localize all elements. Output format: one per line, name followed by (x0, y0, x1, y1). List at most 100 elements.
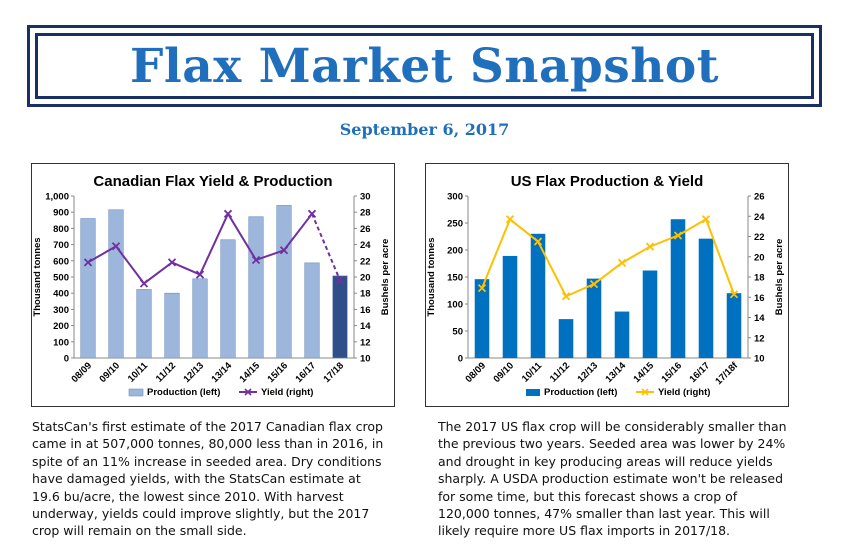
y-tick-label: 200 (53, 321, 69, 332)
production-bar (276, 205, 292, 359)
y2-tick-label: 18 (754, 273, 765, 284)
production-bar (108, 209, 124, 359)
production-bar (136, 289, 152, 359)
y-tick-label: 600 (53, 256, 69, 267)
canadian-commentary: StatsCan's first estimate of the 2017 Ca… (32, 418, 387, 540)
x-tick-label: 11/12 (548, 360, 572, 384)
us-commentary: The 2017 US flax crop will be considerab… (438, 418, 793, 540)
y-tick-label: 0 (64, 354, 69, 365)
report-date: September 6, 2017 (339, 120, 510, 139)
x-tick-label: 13/14 (604, 360, 629, 385)
y-tick-label: 500 (53, 273, 69, 284)
title-banner: Flax Market Snapshot (27, 25, 822, 107)
canadian-commentary-line: came in at 507,000 tonnes, 80,000 less t… (32, 436, 384, 452)
yield-point-marker (83, 258, 93, 267)
y-tick-label: 50 (452, 327, 463, 338)
legend-yield-marker (244, 388, 252, 396)
yield-line-segment (509, 218, 539, 243)
yield-point-marker (701, 215, 711, 224)
y-tick-label: 1,000 (45, 192, 69, 203)
yield-line-segment (649, 234, 679, 248)
yield-point-marker (477, 284, 487, 293)
us-commentary-line: and drought in key producing areas will … (438, 453, 773, 469)
yield-point-marker (645, 242, 655, 251)
us-commentary-line: likely require more US flax imports in 2… (438, 523, 731, 539)
yield-point-marker (195, 270, 205, 279)
x-tick-label: 16/17 (688, 360, 713, 385)
yield-line-segment (115, 245, 145, 285)
x-tick-label: 12/13 (182, 360, 207, 385)
x-tick-label: 16/17 (294, 360, 319, 385)
yield-point-marker (673, 231, 683, 240)
x-tick-label: 17/18 (322, 360, 347, 385)
legend-yield-label: Yield (right) (658, 387, 710, 398)
us-commentary-line: for some time, but this forecast shows a… (438, 488, 738, 504)
yield-point-marker (111, 242, 121, 251)
yield-line-segment (537, 241, 567, 297)
y2-tick-label: 12 (754, 333, 765, 344)
us-flax-chart-svg: US Flax Production & Yield 0 50 100 150 200 25… (426, 173, 785, 398)
y2-tick-label: 20 (754, 252, 765, 263)
y2-tick-label: 22 (754, 232, 765, 243)
production-bar (192, 278, 208, 359)
y-tick-label: 100 (447, 300, 463, 311)
y-tick-label: 400 (53, 289, 69, 300)
y2-axis-title: Bushels per acre (774, 239, 785, 316)
yield-point-marker (617, 258, 627, 267)
yield-point-marker (561, 292, 571, 301)
legend-production-label: Production (left) (147, 387, 220, 398)
y2-tick-label: 24 (360, 240, 371, 251)
x-tick-label: 10/11 (126, 360, 151, 385)
us-commentary-line: The 2017 US flax crop will be considerab… (438, 419, 787, 434)
us-flax-chart: US Flax Production & Yield 0 50 100 150 200 25… (425, 163, 789, 407)
yield-line-segment (143, 261, 173, 285)
yield-point-marker (307, 209, 317, 218)
yield-line-segment (677, 218, 707, 237)
canadian-commentary-line: underway, yields could improve slightly,… (32, 506, 370, 522)
canadian-flax-chart: Canadian Flax Yield & Production 0 100 200 3… (31, 163, 395, 407)
x-tick-label: 15/16 (266, 360, 291, 385)
production-bar (586, 278, 602, 358)
title-banner-inner: Flax Market Snapshot (35, 33, 814, 99)
legend-yield-marker (641, 388, 649, 396)
yield-point-marker (729, 290, 739, 299)
yield-point-marker (251, 255, 261, 265)
legend-production-swatch (128, 388, 144, 397)
x-tick-label: 09/10 (492, 360, 517, 385)
yield-line-segment (593, 262, 623, 285)
production-bar (614, 311, 630, 358)
y2-tick-label: 30 (360, 192, 371, 203)
legend-yield-label: Yield (right) (261, 387, 313, 398)
yield-line-segment (227, 213, 257, 261)
page-title: Flax Market Snapshot (130, 38, 719, 94)
y2-tick-label: 10 (754, 354, 765, 365)
us-commentary-line: sharply. A USDA production estimate won'… (438, 471, 784, 487)
y2-tick-label: 12 (360, 337, 371, 348)
yield-point-marker (505, 215, 515, 224)
production-bar (80, 218, 96, 359)
x-tick-label: 14/15 (632, 360, 657, 385)
yield-point-marker (167, 258, 177, 267)
production-bar (726, 293, 742, 358)
y2-tick-label: 14 (360, 321, 371, 332)
production-bar (670, 219, 686, 358)
yield-line-segment (621, 245, 651, 264)
y2-tick-label: 18 (360, 289, 371, 300)
y-axis-title: Thousand tonnes (426, 237, 437, 316)
production-bar (530, 233, 546, 358)
yield-line-segment (705, 218, 735, 295)
canadian-commentary-line: StatsCan's first estimate of the 2017 Ca… (32, 419, 383, 434)
yield-line-segment (283, 213, 313, 251)
y-tick-label: 100 (53, 337, 69, 348)
x-tick-label: 08/09 (70, 360, 95, 385)
canadian-commentary-line: spite of an 11% increase in seeded area.… (32, 453, 382, 469)
yield-point-marker (589, 279, 599, 289)
y2-tick-label: 10 (360, 354, 371, 365)
yield-line-segment (171, 261, 201, 276)
y2-tick-label: 28 (360, 208, 371, 219)
chart-title: Canadian Flax Yield & Production (93, 173, 332, 190)
y2-tick-label: 22 (360, 256, 371, 267)
production-bar (332, 275, 348, 359)
y-tick-label: 250 (447, 219, 463, 230)
x-tick-label: 15/16 (660, 360, 685, 385)
